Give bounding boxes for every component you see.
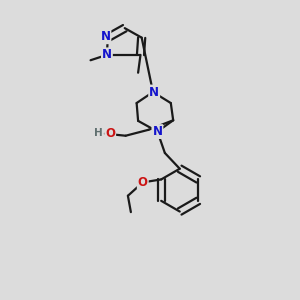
- Text: N: N: [152, 125, 162, 138]
- Text: N: N: [100, 30, 110, 43]
- Text: N: N: [149, 85, 159, 98]
- Text: H: H: [94, 128, 103, 138]
- Text: O: O: [138, 176, 148, 189]
- Text: N: N: [102, 48, 112, 62]
- Text: O: O: [105, 127, 115, 140]
